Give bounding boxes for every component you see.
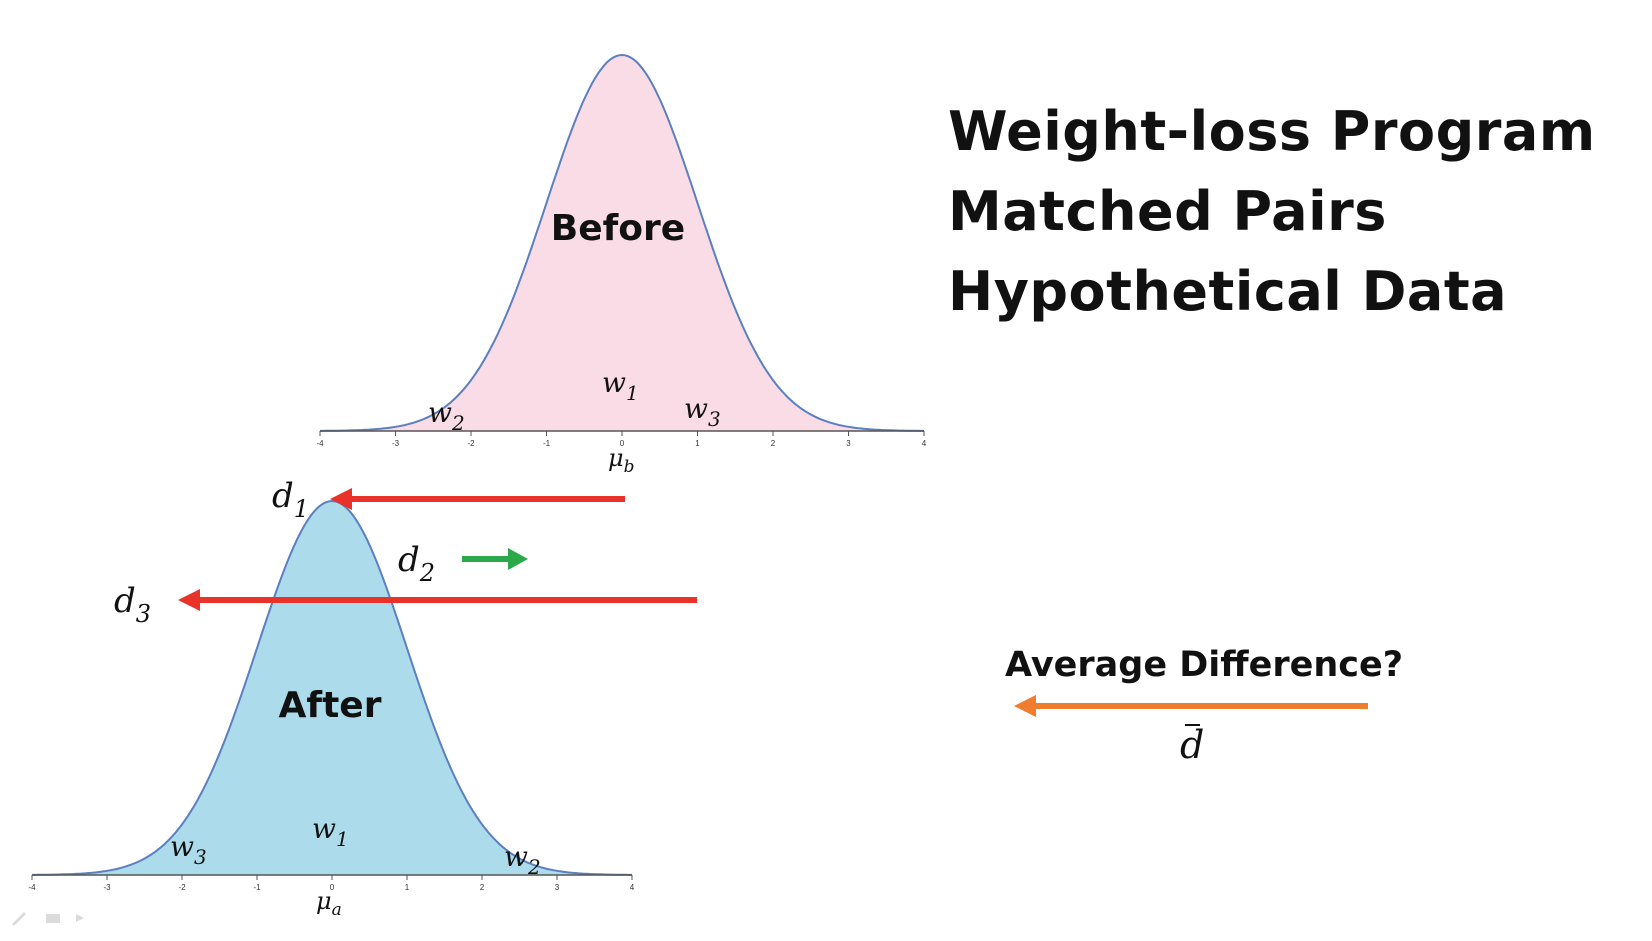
difference-arrows: d1 d2 d3 [114, 476, 697, 628]
dbar-symbol: d [1180, 723, 1204, 767]
after-tick-label: -4 [28, 883, 36, 892]
before-tick-label: -4 [316, 439, 324, 448]
d1-arrowhead [330, 488, 352, 510]
before-distribution: -4 -3 -2 -1 0 1 2 3 4 Before w1 w2 w3 μb [316, 53, 927, 477]
after-mean-label: μa [316, 887, 342, 920]
after-tick-label: -2 [178, 883, 186, 892]
forward-icon[interactable] [76, 914, 84, 922]
after-label: After [279, 685, 382, 726]
before-axis-ticks: -4 -3 -2 -1 0 1 2 3 4 [316, 431, 927, 448]
before-tick-label: 4 [922, 439, 927, 448]
d2-arrow-group: d2 [398, 540, 528, 587]
before-observation-label: w2 [428, 396, 465, 435]
title-line-3: Hypothetical Data [948, 260, 1508, 323]
before-tick-label: 0 [620, 439, 625, 448]
after-curve-fill [32, 501, 632, 875]
after-tick-label: 4 [630, 883, 635, 892]
before-tick-label: -3 [392, 439, 400, 448]
d3-arrowhead [178, 589, 200, 611]
before-mean-label: μb [608, 444, 635, 477]
before-tick-label: 3 [846, 439, 851, 448]
before-curve-line [320, 53, 924, 432]
after-observation-label: w1 [312, 812, 349, 851]
after-observation-label: w3 [170, 830, 207, 869]
average-difference-label: Average Difference? [1005, 645, 1404, 685]
after-observations: w1 w2 w3 [170, 812, 541, 879]
before-observations: w1 w2 w3 [428, 366, 721, 435]
before-observation-label: w1 [602, 366, 639, 405]
after-tick-label: 0 [330, 883, 335, 892]
presentation-toolbar[interactable] [10, 908, 90, 926]
d1-label: d1 [272, 476, 309, 523]
before-tick-label: 2 [771, 439, 776, 448]
after-observation-label: w2 [504, 840, 541, 879]
title-line-1: Weight-loss Program [948, 100, 1596, 163]
d3-arrow-group: d3 [114, 581, 697, 628]
after-distribution: -4 -3 -2 -1 0 1 2 3 4 After w1 w2 w3 μa [28, 499, 635, 920]
average-difference-arrow-group: d [1014, 695, 1368, 767]
after-axis-ticks: -4 -3 -2 -1 0 1 2 3 4 [28, 875, 635, 892]
average-arrowhead [1014, 695, 1036, 717]
before-curve-fill [320, 55, 924, 431]
after-tick-label: -1 [253, 883, 261, 892]
title-line-2: Matched Pairs [948, 180, 1387, 243]
d2-label: d2 [398, 540, 435, 587]
after-tick-label: 3 [555, 883, 560, 892]
after-curve-line [32, 499, 632, 876]
d1-arrow-group: d1 [272, 476, 625, 523]
slides-icon[interactable] [46, 914, 60, 923]
before-tick-label: -1 [543, 439, 551, 448]
pen-icon[interactable] [12, 912, 26, 926]
d3-label: d3 [114, 581, 151, 628]
after-tick-label: 1 [405, 883, 410, 892]
before-tick-label: -2 [467, 439, 475, 448]
d2-arrowhead [508, 548, 528, 570]
after-tick-label: -3 [103, 883, 111, 892]
before-observation-label: w3 [684, 392, 721, 431]
before-tick-label: 1 [695, 439, 700, 448]
after-tick-label: 2 [480, 883, 485, 892]
slide-title: Weight-loss Program Matched Pairs Hypoth… [948, 92, 1596, 332]
before-label: Before [551, 208, 685, 249]
